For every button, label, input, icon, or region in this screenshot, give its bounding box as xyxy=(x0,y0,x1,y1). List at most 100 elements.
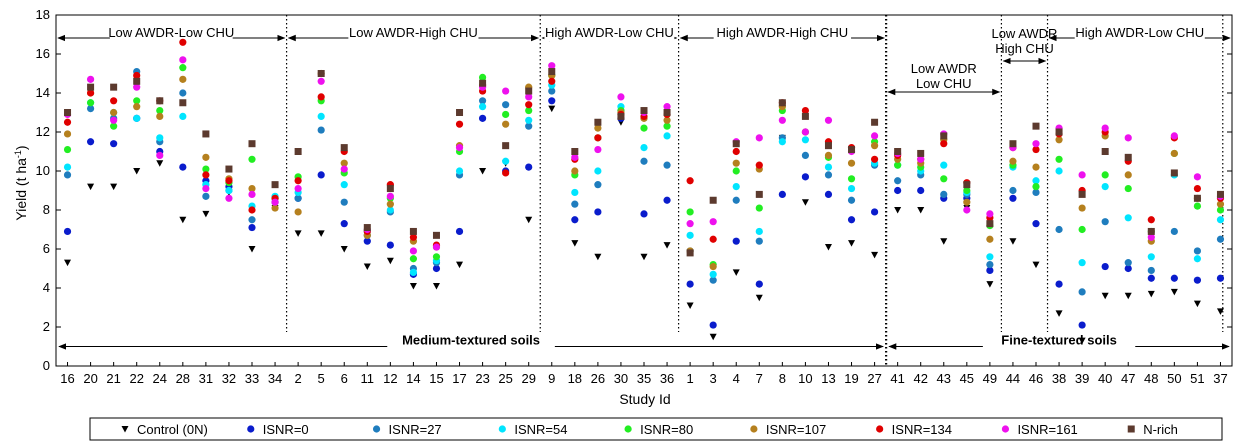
x-tick-label: 46 xyxy=(1029,371,1043,386)
data-point xyxy=(571,148,579,155)
data-point xyxy=(525,87,533,95)
legend-label: ISNR=0 xyxy=(263,422,309,437)
data-point xyxy=(502,142,510,150)
series-group xyxy=(64,68,1224,257)
data-point xyxy=(1055,167,1063,175)
data-point xyxy=(1032,220,1040,228)
y-axis-title: Yield (t ha-1) xyxy=(13,145,29,220)
data-point xyxy=(1170,227,1178,236)
data-point xyxy=(248,155,256,163)
data-point xyxy=(63,118,72,126)
data-point xyxy=(663,161,671,169)
data-point xyxy=(709,270,717,278)
data-point xyxy=(1170,274,1178,282)
x-tick-label: 39 xyxy=(1075,371,1089,386)
data-point xyxy=(386,206,394,214)
data-point xyxy=(63,227,72,236)
axes: Yield (t ha-1) Study Id 0246810121416181… xyxy=(13,7,1232,407)
data-point xyxy=(1170,169,1178,177)
data-point xyxy=(847,184,856,193)
data-point xyxy=(847,175,856,183)
data-point xyxy=(1055,280,1063,288)
data-point xyxy=(225,194,233,202)
data-point xyxy=(87,183,95,191)
x-tick-label: 20 xyxy=(83,371,97,386)
data-point xyxy=(317,126,325,134)
data-point xyxy=(1147,216,1155,224)
x-tick-label: 35 xyxy=(637,371,651,386)
y-tick-label: 16 xyxy=(36,46,50,61)
data-point xyxy=(317,230,325,237)
group-label: High AWDR-Low CHU xyxy=(1075,25,1204,40)
x-tick-label: 24 xyxy=(153,371,167,386)
data-point xyxy=(133,103,141,111)
data-point xyxy=(363,263,371,271)
data-point xyxy=(225,165,233,173)
x-tick-label: 43 xyxy=(937,371,951,386)
data-point xyxy=(894,186,902,195)
data-point xyxy=(1055,155,1063,163)
group-label-bg xyxy=(713,25,852,41)
group-label-bg xyxy=(1074,25,1205,41)
data-point xyxy=(156,112,164,120)
data-point xyxy=(479,168,487,175)
data-point xyxy=(1055,128,1063,136)
data-point xyxy=(755,190,763,198)
data-point xyxy=(1216,206,1225,214)
data-point xyxy=(202,130,210,138)
data-point xyxy=(594,145,602,154)
x-tick-label: 34 xyxy=(268,371,282,386)
legend-label: ISNR=107 xyxy=(766,422,826,437)
data-point xyxy=(571,188,579,197)
data-point xyxy=(1101,148,1109,155)
data-point xyxy=(824,151,833,159)
y-tick-label: 4 xyxy=(43,280,50,295)
data-point xyxy=(294,148,302,155)
data-point xyxy=(1147,274,1155,282)
y-axis-title-close: ) xyxy=(13,145,29,150)
data-point xyxy=(1170,288,1178,296)
data-point xyxy=(594,124,602,132)
data-point xyxy=(525,163,533,171)
data-point xyxy=(179,89,187,97)
x-tick-label: 47 xyxy=(1121,371,1135,386)
data-point xyxy=(1032,145,1040,154)
data-point xyxy=(248,246,256,253)
x-axis-title: Study Id xyxy=(619,391,670,407)
data-point xyxy=(386,257,394,265)
data-point xyxy=(156,106,164,115)
data-point xyxy=(778,99,786,107)
data-point xyxy=(663,242,671,249)
data-point xyxy=(133,83,141,91)
data-point xyxy=(525,116,533,124)
data-point xyxy=(778,116,786,124)
data-point xyxy=(709,235,717,243)
data-point xyxy=(963,181,971,189)
data-point xyxy=(1055,225,1063,234)
data-point xyxy=(1078,225,1086,234)
data-point xyxy=(663,132,671,140)
group-label: Low AWDR-High CHU xyxy=(349,25,478,40)
data-point xyxy=(179,216,187,224)
x-tick-label: 5 xyxy=(318,371,325,386)
group-label: High AWDR-Low CHU xyxy=(545,25,674,40)
data-point xyxy=(1078,190,1086,198)
data-point xyxy=(1170,149,1178,158)
data-point xyxy=(179,64,187,72)
data-point xyxy=(1124,184,1132,193)
data-point xyxy=(824,244,832,251)
data-point xyxy=(709,321,717,329)
data-point xyxy=(386,192,394,200)
group-label: High AWDR-High CHU xyxy=(716,25,848,40)
data-point xyxy=(1101,183,1109,191)
data-point xyxy=(409,283,417,290)
data-point xyxy=(732,183,740,191)
data-point xyxy=(156,134,164,142)
data-point xyxy=(986,220,994,228)
legend-label: N-rich xyxy=(1143,422,1178,437)
x-tick-label: 10 xyxy=(798,371,812,386)
data-point xyxy=(110,97,118,105)
data-point xyxy=(894,177,902,185)
data-point xyxy=(709,218,717,226)
